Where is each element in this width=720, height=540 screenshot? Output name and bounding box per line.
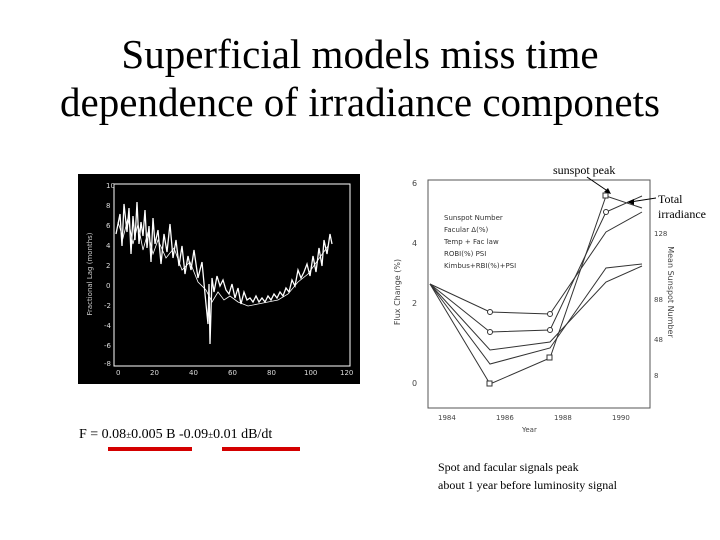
left-xtick: 0 [116,369,120,377]
left-xtick: 120 [340,369,353,377]
total-irradiance-label: Total irradiance [658,192,706,222]
right-xtick: 1986 [496,414,514,422]
left-ylabel: Fractional Lag (months) [86,232,94,315]
title-line-1: Superficial models miss time [121,31,599,77]
right-ytick-right: 128 [654,230,667,238]
slide-title: Superficial models miss time dependence … [0,30,720,126]
left-xtick: 20 [150,369,159,377]
total-arrow-icon [627,197,657,205]
irradiance-plot-image: 6 4 2 0 128 88 48 8 Flux Change (%) Mean… [378,172,678,434]
left-xtick: 80 [267,369,276,377]
left-xtick: 100 [304,369,317,377]
right-ytick-left: 0 [412,379,417,388]
left-ytick: 0 [106,282,110,290]
left-ytick: 8 [106,202,110,210]
caption: Spot and facular signals peak about 1 ye… [438,458,617,494]
left-xtick: 60 [228,369,237,377]
left-ytick: -6 [104,342,112,350]
right-ytick-right: 48 [654,336,663,344]
formula-part-a: 0.005 B -0.09 [131,427,209,442]
legend-entry: Facular Δ(%) [444,226,488,234]
underline-coefficient-b [222,447,300,451]
right-ytick-left: 6 [412,179,417,188]
legend-entry: Temp + Fac law [443,238,499,246]
formula-part-f: F = 0.08 [79,427,127,442]
fit-formula: F = 0.08±0.005 B -0.09±0.01 dB/dt [79,427,272,443]
sunspot-arrow-icon [586,176,611,194]
sunspot-peak-label: sunspot peak [553,163,616,177]
left-ytick: -2 [104,302,111,310]
left-ytick: 10 [106,182,115,190]
caption-line-1: Spot and facular signals peak [438,460,579,474]
formula-pm-1: ± [126,430,132,440]
left-ytick: -4 [104,322,112,330]
formula-pm-2: ± [208,430,214,440]
right-xlabel: Year [521,426,537,434]
title-line-2: dependence of irradiance componets [60,79,660,125]
legend-entry: ROBI(%) PSI [444,250,486,258]
left-ytick: 6 [106,222,111,230]
right-ytick-right: 88 [654,296,663,304]
right-ylabel-left: Flux Change (%) [393,259,402,325]
left-ytick: 2 [106,262,110,270]
total-irradiance-line-1: Total [658,192,683,206]
underline-coefficient-a [108,447,192,451]
right-ylabel-right: Mean Sunspot Number [666,246,675,338]
right-ytick-left: 2 [412,299,417,308]
left-ytick: 4 [106,242,111,250]
right-xtick: 1984 [438,414,456,422]
right-xtick: 1990 [612,414,630,422]
right-xtick: 1988 [554,414,572,422]
right-ytick-left: 4 [412,239,417,248]
total-irradiance-line-2: irradiance [658,207,706,221]
formula-part-b: 0.01 dB/dt [213,427,273,442]
legend-entry: Sunspot Number [444,214,503,222]
lag-plot-image: 10 8 6 4 2 0 -2 -4 -6 -8 0 20 40 60 80 1… [78,174,360,384]
right-ytick-right: 8 [654,372,658,380]
left-xtick: 40 [189,369,198,377]
left-ytick: -8 [104,360,111,368]
caption-line-2: about 1 year before luminosity signal [438,478,617,492]
legend-entry: Kimbus+RBI(%)+PSI [444,262,516,270]
